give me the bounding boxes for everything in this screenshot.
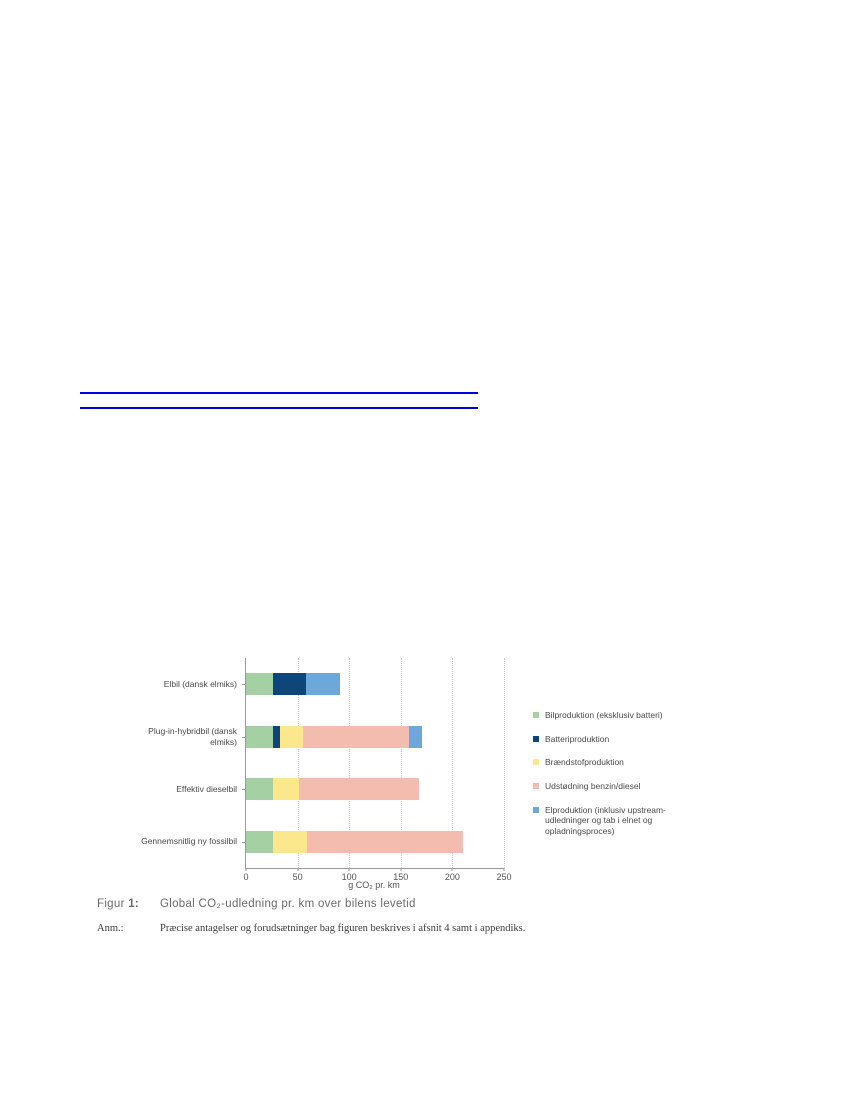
x-tick-mark <box>451 868 453 871</box>
figure-note-label: Anm.: <box>97 923 124 934</box>
bar-segment <box>246 830 273 853</box>
bar-segment <box>246 778 273 801</box>
legend-label: Brændstofproduktion <box>545 757 624 768</box>
category-label: Effektiv dieselbil <box>176 783 237 794</box>
stacked-bar <box>246 725 423 748</box>
bar-row <box>246 658 504 711</box>
bar-segment <box>246 673 273 696</box>
legend-swatch <box>533 712 539 718</box>
figure-caption: Figur 1: Global CO₂-udledning pr. km ove… <box>97 898 416 910</box>
legend-label: Elproduktion (inklusiv upstream- udledni… <box>545 804 666 836</box>
y-tick-mark <box>242 789 246 791</box>
legend-label: Udstødning benzin/diesel <box>545 780 641 791</box>
bar-segment <box>272 778 299 801</box>
x-tick-label: 100 <box>341 872 357 882</box>
figure-caption-word: Figur <box>97 898 125 910</box>
chart-legend: Bilproduktion (eksklusiv batteri) Batteri… <box>533 710 711 849</box>
bar-segment <box>302 725 410 748</box>
bar-segment <box>305 673 340 696</box>
bar-segment <box>272 673 306 696</box>
gridline-200 <box>452 658 454 868</box>
x-tick-mark <box>297 868 299 871</box>
stacked-bar <box>246 778 420 801</box>
y-tick-mark <box>242 736 246 738</box>
gridline-50 <box>297 658 299 868</box>
bar-segment <box>272 725 281 748</box>
x-tick-mark <box>348 868 350 871</box>
x-tick-mark <box>400 868 402 871</box>
legend-item: Elproduktion (inklusiv upstream- udledni… <box>533 805 711 837</box>
chart-plot-area: 0 50 100 150 200 250 <box>242 658 512 882</box>
bar-row <box>246 763 504 816</box>
bar-segment <box>272 830 307 853</box>
legend-label: Bilproduktion (eksklusiv batteri) <box>545 710 663 720</box>
bar-segment <box>280 725 303 748</box>
bar-row <box>246 816 504 869</box>
x-tick-label: 250 <box>496 872 512 882</box>
y-tick-mark <box>242 684 246 686</box>
legend-swatch <box>533 806 539 813</box>
x-tick-mark <box>503 868 505 871</box>
x-tick-mark <box>245 868 247 871</box>
link-underline-1[interactable] <box>80 392 478 394</box>
bar-segment <box>246 725 273 748</box>
gridline-250 <box>504 658 505 868</box>
category-label: Elbil (dansk elmiks) <box>163 678 237 689</box>
stacked-bar <box>246 673 340 696</box>
legend-item: Udstødning benzin/diesel <box>533 781 711 792</box>
figure-note-text: Præcise antagelser og forudsætninger bag… <box>160 923 526 934</box>
figure-note: Anm.: Præcise antagelser og forudsætning… <box>97 923 525 934</box>
legend-label: Batteriproduktion <box>545 733 610 744</box>
x-axis-title: g CO₂ pr. km <box>348 880 400 890</box>
link-underline-2[interactable] <box>80 407 478 409</box>
y-tick-mark <box>242 841 246 843</box>
bar-segment <box>306 830 463 853</box>
bar-segment <box>298 778 420 801</box>
bar-segment <box>409 725 423 748</box>
x-tick-label: 50 <box>292 872 303 882</box>
legend-item: Batteriproduktion <box>533 734 711 745</box>
legend-item: Bilproduktion (eksklusiv batteri) <box>533 710 711 721</box>
figure-caption-number: 1: <box>128 898 140 910</box>
gridline-150 <box>400 658 402 868</box>
x-tick-label: 0 <box>243 872 249 882</box>
figure-caption-label: Figur 1: <box>97 898 160 910</box>
legend-swatch <box>533 759 539 766</box>
x-tick-label: 200 <box>444 872 460 882</box>
legend-swatch <box>533 782 539 789</box>
category-label: Gennemsnitlig ny fossilbil <box>141 836 237 847</box>
gridline-100 <box>349 658 351 868</box>
bar-row <box>246 711 504 764</box>
legend-item: Brændstofproduktion <box>533 757 711 768</box>
category-label: Plug-in-hybridbil (dansk elmiks) <box>148 725 237 747</box>
x-tick-label: 150 <box>393 872 409 882</box>
stacked-bar <box>246 830 463 853</box>
legend-swatch <box>533 735 539 742</box>
figure-caption-text: Global CO₂-udledning pr. km over bilens … <box>160 898 416 910</box>
